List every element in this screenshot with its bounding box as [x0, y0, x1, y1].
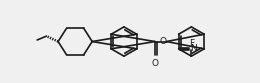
Text: O: O	[159, 37, 166, 46]
Text: O: O	[151, 59, 158, 68]
Text: F: F	[189, 39, 194, 48]
Text: N: N	[190, 44, 197, 53]
